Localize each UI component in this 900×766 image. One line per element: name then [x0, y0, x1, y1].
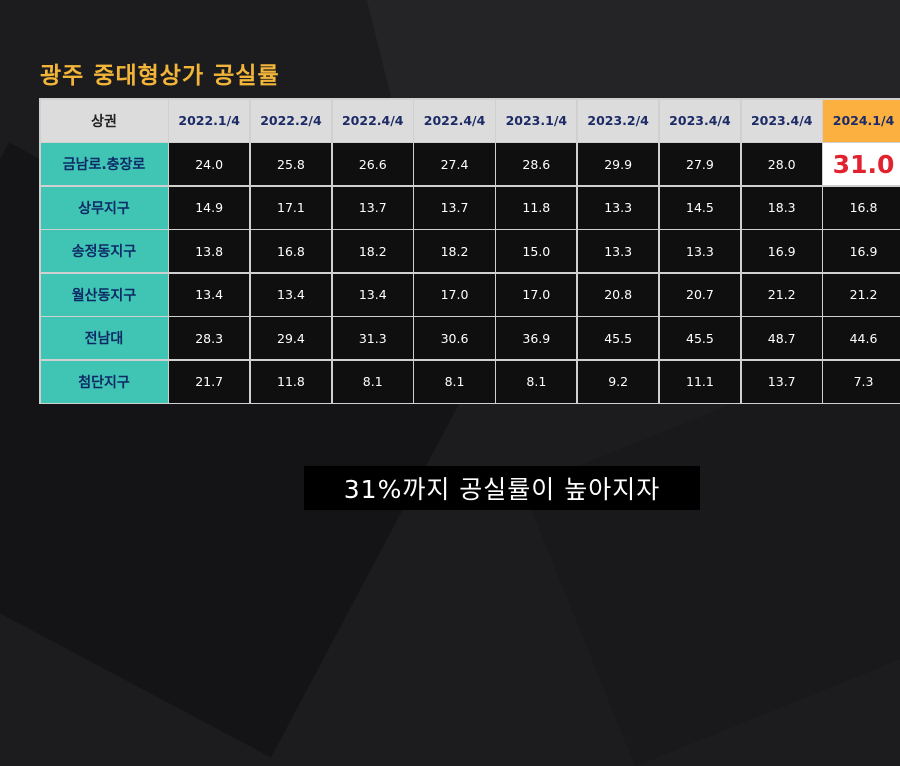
value-cell: 13.3 [577, 186, 659, 229]
value-cell: 18.2 [332, 230, 413, 272]
vacancy-rate-table: 상권 2022.1/4 2022.2/4 2022.4/4 2022.4/4 2023.1… [39, 98, 900, 404]
value-cell: 13.4 [169, 273, 250, 316]
value-cell: 13.4 [250, 273, 332, 316]
column-header: 2022.2/4 [250, 99, 332, 142]
value-cell: 45.5 [577, 317, 659, 359]
row-label: 전남대 [40, 317, 168, 359]
value-cell: 14.5 [659, 186, 741, 229]
column-header: 2022.4/4 [332, 99, 413, 142]
value-cell: 17.1 [250, 186, 332, 229]
column-header: 2022.4/4 [414, 99, 495, 142]
column-header: 2023.1/4 [496, 99, 577, 142]
value-cell: 8.1 [496, 360, 577, 403]
value-cell: 13.3 [659, 230, 741, 272]
column-header: 2022.1/4 [169, 99, 250, 142]
value-cell: 20.8 [577, 273, 659, 316]
row-label: 첨단지구 [40, 360, 168, 403]
value-cell: 13.4 [332, 273, 413, 316]
value-cell: 17.0 [496, 273, 577, 316]
slide-title: 광주 중대형상가 공실률 [40, 63, 280, 89]
value-cell: 7.3 [823, 360, 900, 403]
value-cell: 11.8 [496, 186, 577, 229]
video-subtitle: 31%까지 공실률이 높아지자 [304, 466, 700, 510]
column-header: 2023.2/4 [577, 99, 659, 142]
value-cell: 45.5 [659, 317, 741, 359]
value-cell: 20.7 [659, 273, 741, 316]
value-cell: 18.2 [414, 230, 495, 272]
value-cell: 36.9 [496, 317, 577, 359]
value-cell: 25.8 [250, 143, 332, 185]
row-label: 상무지구 [40, 186, 168, 229]
value-cell: 13.7 [414, 186, 495, 229]
row-label: 월산동지구 [40, 273, 168, 316]
value-cell: 27.4 [414, 143, 495, 185]
value-cell: 48.7 [741, 317, 822, 359]
value-cell: 18.3 [741, 186, 822, 229]
value-cell: 24.0 [169, 143, 250, 185]
value-cell: 16.8 [823, 186, 900, 229]
value-cell: 29.9 [577, 143, 659, 185]
value-cell: 11.8 [250, 360, 332, 403]
value-cell: 28.3 [169, 317, 250, 359]
value-cell: 8.1 [332, 360, 413, 403]
column-header: 2023.4/4 [741, 99, 822, 142]
value-cell: 26.6 [332, 143, 413, 185]
value-cell: 28.0 [741, 143, 822, 185]
value-cell: 30.6 [414, 317, 495, 359]
value-cell: 17.0 [414, 273, 495, 316]
value-cell: 27.9 [659, 143, 741, 185]
value-cell: 16.9 [823, 230, 900, 272]
value-cell: 21.2 [823, 273, 900, 316]
value-cell: 14.9 [169, 186, 250, 229]
value-cell: 13.7 [332, 186, 413, 229]
value-cell: 9.2 [577, 360, 659, 403]
value-cell: 8.1 [414, 360, 495, 403]
value-cell: 13.7 [741, 360, 822, 403]
value-cell: 15.0 [496, 230, 577, 272]
value-cell: 16.8 [250, 230, 332, 272]
value-cell: 11.1 [659, 360, 741, 403]
value-cell: 16.9 [741, 230, 822, 272]
row-label: 송정동지구 [40, 230, 168, 272]
value-cell: 21.2 [741, 273, 822, 316]
column-header: 2023.4/4 [659, 99, 741, 142]
value-cell: 21.7 [169, 360, 250, 403]
value-cell: 31.3 [332, 317, 413, 359]
column-header: 2024.1/4 [823, 99, 900, 142]
value-cell: 13.3 [577, 230, 659, 272]
value-cell: 28.6 [496, 143, 577, 185]
value-cell: 13.8 [169, 230, 250, 272]
table-corner-header: 상권 [40, 99, 168, 142]
row-label: 금남로.충장로 [40, 143, 168, 185]
value-cell: 44.6 [823, 317, 900, 359]
highlighted-value-cell: 31.0 [823, 143, 900, 185]
value-cell: 29.4 [250, 317, 332, 359]
